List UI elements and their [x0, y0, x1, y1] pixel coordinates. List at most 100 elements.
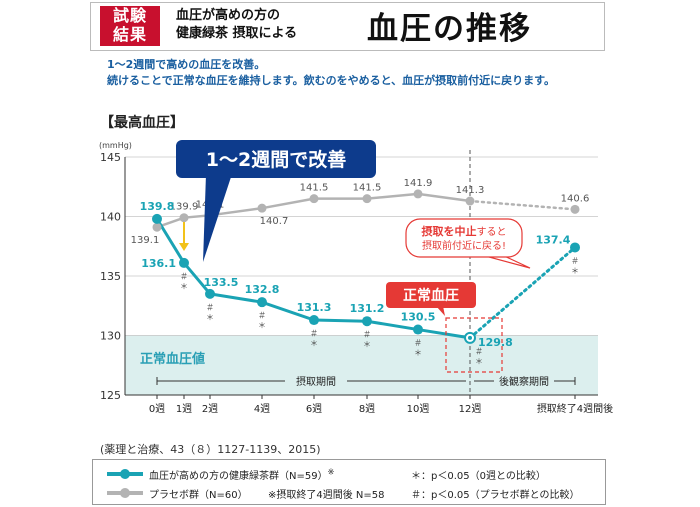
- legend-sig2: ＃：p＜0.05（プラセボ群との比較）: [411, 490, 580, 501]
- badge-line1: 試験: [112, 6, 147, 25]
- y-tick-label: 140: [100, 211, 121, 224]
- y-unit-label: (mmHg): [99, 141, 132, 150]
- tea-line: [155, 218, 471, 340]
- description-line1: 1〜2週間で高めの血圧を改善。: [107, 58, 266, 71]
- placebo-followup-line: [468, 199, 577, 211]
- significance-mark: ＊: [363, 340, 371, 349]
- significance-mark: ＃: [310, 329, 318, 338]
- legend: 血圧が高めの方の健康緑茶群（N=59）※ プラセボ群（N=60） ※摂取終了4週…: [92, 459, 606, 505]
- legend-teal-swatch: [107, 469, 143, 479]
- x-tick-label: 12週: [459, 403, 482, 415]
- y-tick-label: 145: [100, 151, 121, 164]
- placebo-label: 141.9: [404, 178, 433, 189]
- tea-point: [309, 315, 319, 326]
- badge-line2: 結果: [112, 25, 147, 44]
- header-subtitle: 血圧が高めの方の 健康緑茶 摂取による: [176, 7, 297, 43]
- tea-label: 136.1: [141, 257, 176, 270]
- tea-label: 131.3: [297, 301, 332, 314]
- result-badge: 試験 結果: [100, 6, 160, 46]
- x-tick-label: 1週: [176, 403, 192, 415]
- significance-mark: ＃: [258, 311, 266, 320]
- improve-callout-box: [176, 140, 376, 178]
- stop-bubble-line2: 摂取前付近に戻る!: [422, 239, 506, 252]
- y-tick-label: 130: [100, 330, 121, 343]
- placebo-label: 140.7: [260, 216, 289, 227]
- placebo-point: [362, 194, 372, 204]
- improve-callout-text: 1〜2週間で改善: [206, 148, 346, 171]
- placebo-label: 139.1: [131, 235, 160, 246]
- significance-mark: ＊: [414, 349, 422, 358]
- y-tick-label: 125: [100, 389, 121, 402]
- placebo-label: 141.5: [300, 183, 329, 194]
- intake-period-label: 摂取期間: [296, 375, 336, 388]
- legend-sig1: ＊：p＜0.05（0週との比較）: [411, 471, 546, 482]
- significance-mark: ＊: [258, 321, 266, 330]
- tea-point: [413, 324, 423, 335]
- tea-label: 131.2: [350, 302, 385, 315]
- stop-bubble-bold: 摂取を中止: [422, 224, 477, 238]
- significance-mark: ＊: [571, 266, 579, 275]
- tea-label: 139.8: [140, 200, 175, 213]
- tea-point: [570, 242, 580, 253]
- placebo-point: [413, 189, 423, 199]
- intake-period-bg: [285, 373, 347, 387]
- legend-series2: プラセボ群（N=60）: [149, 490, 248, 501]
- stop-bubble: [405, 218, 523, 258]
- stop-bubble-line1: 摂取を中止すると: [422, 224, 507, 238]
- section-label: 【最高血圧】: [100, 115, 184, 131]
- placebo-label: 140.6: [561, 193, 590, 204]
- tea-label: 132.8: [245, 283, 280, 296]
- subtitle-line2: 健康緑茶 摂取による: [176, 26, 298, 41]
- placebo-point: [152, 222, 162, 232]
- tea-point-center: [468, 335, 472, 340]
- normal-callout-text: 正常血圧: [403, 287, 459, 304]
- placebo-point: [179, 213, 189, 223]
- significance-mark: ＊: [310, 339, 318, 348]
- normal-callout-box: [386, 282, 476, 308]
- highlight-box: [445, 317, 503, 373]
- source-citation: (薬理と治療、43（８）1127-1139、2015): [100, 443, 321, 456]
- subtitle-line1: 血圧が高めの方の: [176, 8, 281, 23]
- arrow-head: [179, 243, 189, 251]
- y-tick-label: 135: [100, 270, 121, 283]
- tea-point: [179, 257, 189, 268]
- significance-mark: ＃: [414, 339, 422, 348]
- placebo-point: [465, 196, 475, 206]
- normal-band-label: 正常血圧値: [140, 351, 205, 367]
- x-tick-label: 10週: [407, 403, 430, 415]
- placebo-label: 141.5: [353, 183, 382, 194]
- description: 1〜2週間で高めの血圧を改善。 続けることで正常な血圧を維持します。飲むのをやめ…: [107, 57, 555, 89]
- stop-bubble-join: [490, 252, 504, 256]
- x-tick-label: 4週: [254, 403, 270, 415]
- followup-period-bg: [494, 373, 554, 387]
- x-tick-label: 摂取終了4週間後: [537, 402, 613, 415]
- x-tick-label: 6週: [306, 403, 322, 415]
- tea-label: 129.8: [478, 336, 513, 349]
- tea-point: [362, 316, 372, 327]
- placebo-label: 141.3: [456, 185, 485, 196]
- legend-note: ※摂取終了4週間後 N=58: [268, 490, 385, 501]
- description-line2: 続けることで正常な血圧を維持します。飲むのをやめると、血圧が摂取前付近に戻ります…: [107, 74, 556, 87]
- tea-point: [152, 213, 162, 224]
- significance-mark: ＃: [206, 303, 214, 312]
- placebo-point: [309, 194, 319, 204]
- x-tick-label: 0週: [149, 403, 165, 415]
- x-tick-label: 2週: [202, 403, 218, 415]
- legend-series1-label: 血圧が高めの方の健康緑茶群（N=59）: [149, 471, 328, 482]
- significance-mark: ＃: [180, 272, 188, 281]
- followup-period-label: 後観察期間: [499, 375, 549, 388]
- header-panel: [90, 2, 605, 51]
- improve-callout-tail: [203, 174, 232, 262]
- legend-series1-note: ※: [327, 467, 335, 477]
- placebo-point: [257, 203, 267, 213]
- tea-label: 133.5: [204, 276, 239, 289]
- legend-series1: 血圧が高めの方の健康緑茶群（N=59）※: [149, 467, 334, 482]
- placebo-point: [570, 204, 580, 214]
- placebo-label: 139.9: [170, 202, 199, 213]
- page-title: 血圧の推移: [367, 11, 532, 47]
- significance-mark: ＃: [363, 330, 371, 339]
- tea-point: [205, 288, 215, 299]
- significance-mark: ＃: [475, 347, 483, 356]
- tea-label: 137.4: [536, 233, 571, 246]
